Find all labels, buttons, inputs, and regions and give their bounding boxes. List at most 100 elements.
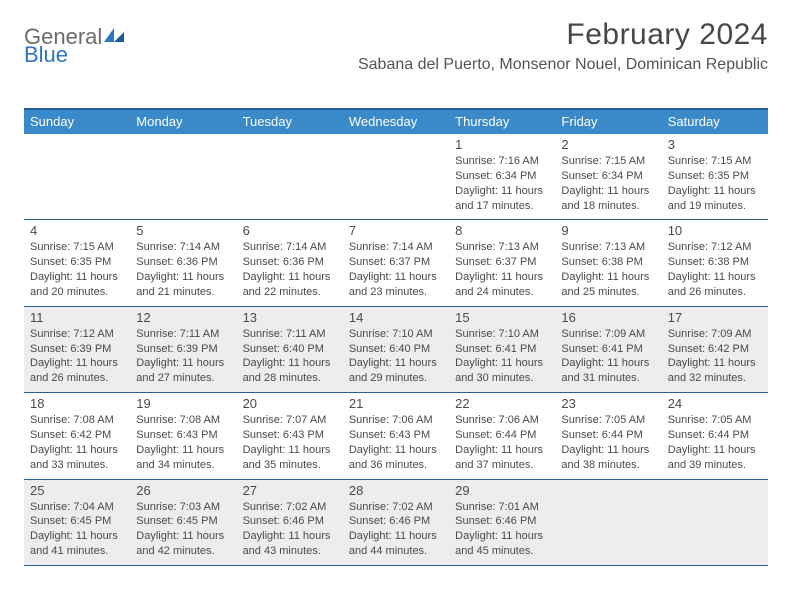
daylight-line-2: and 20 minutes.: [30, 285, 124, 300]
day-number: 20: [243, 396, 337, 411]
daylight-line-2: and 45 minutes.: [455, 544, 549, 559]
day-cell: 20Sunrise: 7:07 AMSunset: 6:43 PMDayligh…: [237, 393, 343, 478]
daylight-line-2: and 28 minutes.: [243, 371, 337, 386]
logo-mark-icon: [104, 24, 126, 50]
day-number: 9: [561, 223, 655, 238]
daylight-line-2: and 35 minutes.: [243, 458, 337, 473]
brand-part2: Blue: [24, 42, 68, 67]
daylight-line-2: and 24 minutes.: [455, 285, 549, 300]
daylight-line-2: and 25 minutes.: [561, 285, 655, 300]
daylight-line-1: Daylight: 11 hours: [136, 443, 230, 458]
daylight-line-1: Daylight: 11 hours: [349, 529, 443, 544]
sunset-line: Sunset: 6:36 PM: [136, 255, 230, 270]
sunset-line: Sunset: 6:46 PM: [455, 514, 549, 529]
empty-cell: [343, 134, 449, 219]
daylight-line-1: Daylight: 11 hours: [668, 184, 762, 199]
day-cell: 23Sunrise: 7:05 AMSunset: 6:44 PMDayligh…: [555, 393, 661, 478]
day-cell: 19Sunrise: 7:08 AMSunset: 6:43 PMDayligh…: [130, 393, 236, 478]
sunrise-line: Sunrise: 7:01 AM: [455, 500, 549, 515]
daylight-line-2: and 23 minutes.: [349, 285, 443, 300]
daylight-line-1: Daylight: 11 hours: [668, 356, 762, 371]
dow-tuesday: Tuesday: [237, 110, 343, 134]
day-cell: 16Sunrise: 7:09 AMSunset: 6:41 PMDayligh…: [555, 307, 661, 392]
daylight-line-1: Daylight: 11 hours: [30, 356, 124, 371]
daylight-line-2: and 33 minutes.: [30, 458, 124, 473]
day-number: 6: [243, 223, 337, 238]
daylight-line-1: Daylight: 11 hours: [455, 443, 549, 458]
day-number: 25: [30, 483, 124, 498]
sunset-line: Sunset: 6:42 PM: [668, 342, 762, 357]
day-number: 28: [349, 483, 443, 498]
sunset-line: Sunset: 6:37 PM: [349, 255, 443, 270]
day-number: 11: [30, 310, 124, 325]
daylight-line-1: Daylight: 11 hours: [561, 184, 655, 199]
day-cell: 27Sunrise: 7:02 AMSunset: 6:46 PMDayligh…: [237, 480, 343, 565]
sunset-line: Sunset: 6:45 PM: [30, 514, 124, 529]
sunset-line: Sunset: 6:34 PM: [561, 169, 655, 184]
day-number: 12: [136, 310, 230, 325]
sunset-line: Sunset: 6:41 PM: [455, 342, 549, 357]
sunset-line: Sunset: 6:35 PM: [30, 255, 124, 270]
daylight-line-2: and 21 minutes.: [136, 285, 230, 300]
sunrise-line: Sunrise: 7:14 AM: [243, 240, 337, 255]
sunset-line: Sunset: 6:39 PM: [30, 342, 124, 357]
daylight-line-2: and 19 minutes.: [668, 199, 762, 214]
day-number: 16: [561, 310, 655, 325]
day-number: 19: [136, 396, 230, 411]
day-number: 14: [349, 310, 443, 325]
day-number: 2: [561, 137, 655, 152]
sunrise-line: Sunrise: 7:08 AM: [30, 413, 124, 428]
day-number: 18: [30, 396, 124, 411]
sunset-line: Sunset: 6:39 PM: [136, 342, 230, 357]
empty-cell: [24, 134, 130, 219]
sunrise-line: Sunrise: 7:09 AM: [561, 327, 655, 342]
sunrise-line: Sunrise: 7:06 AM: [349, 413, 443, 428]
brand-part2-wrap: Blue: [24, 42, 68, 68]
daylight-line-2: and 26 minutes.: [30, 371, 124, 386]
title-block: February 2024 Sabana del Puerto, Monseno…: [358, 18, 768, 74]
daylight-line-2: and 39 minutes.: [668, 458, 762, 473]
daylight-line-1: Daylight: 11 hours: [243, 270, 337, 285]
daylight-line-1: Daylight: 11 hours: [668, 443, 762, 458]
sunrise-line: Sunrise: 7:16 AM: [455, 154, 549, 169]
daylight-line-2: and 27 minutes.: [136, 371, 230, 386]
daylight-line-1: Daylight: 11 hours: [455, 356, 549, 371]
daylight-line-2: and 34 minutes.: [136, 458, 230, 473]
day-number: 15: [455, 310, 549, 325]
empty-cell: [237, 134, 343, 219]
dow-thursday: Thursday: [449, 110, 555, 134]
dow-saturday: Saturday: [662, 110, 768, 134]
day-cell: 7Sunrise: 7:14 AMSunset: 6:37 PMDaylight…: [343, 220, 449, 305]
calendar: SundayMondayTuesdayWednesdayThursdayFrid…: [24, 108, 768, 566]
empty-cell: [130, 134, 236, 219]
sunset-line: Sunset: 6:43 PM: [136, 428, 230, 443]
header: General February 2024 Sabana del Puerto,…: [24, 18, 768, 74]
day-number: 24: [668, 396, 762, 411]
daylight-line-1: Daylight: 11 hours: [455, 184, 549, 199]
daylight-line-1: Daylight: 11 hours: [561, 356, 655, 371]
sunrise-line: Sunrise: 7:02 AM: [349, 500, 443, 515]
week-row: 25Sunrise: 7:04 AMSunset: 6:45 PMDayligh…: [24, 480, 768, 566]
sunset-line: Sunset: 6:43 PM: [349, 428, 443, 443]
day-cell: 5Sunrise: 7:14 AMSunset: 6:36 PMDaylight…: [130, 220, 236, 305]
sunset-line: Sunset: 6:37 PM: [455, 255, 549, 270]
day-cell: 11Sunrise: 7:12 AMSunset: 6:39 PMDayligh…: [24, 307, 130, 392]
sunrise-line: Sunrise: 7:02 AM: [243, 500, 337, 515]
daylight-line-2: and 32 minutes.: [668, 371, 762, 386]
day-cell: 8Sunrise: 7:13 AMSunset: 6:37 PMDaylight…: [449, 220, 555, 305]
day-number: 7: [349, 223, 443, 238]
sunset-line: Sunset: 6:35 PM: [668, 169, 762, 184]
sunset-line: Sunset: 6:45 PM: [136, 514, 230, 529]
sunrise-line: Sunrise: 7:11 AM: [243, 327, 337, 342]
day-cell: 24Sunrise: 7:05 AMSunset: 6:44 PMDayligh…: [662, 393, 768, 478]
day-number: 22: [455, 396, 549, 411]
daylight-line-1: Daylight: 11 hours: [349, 443, 443, 458]
sunset-line: Sunset: 6:36 PM: [243, 255, 337, 270]
sunset-line: Sunset: 6:40 PM: [243, 342, 337, 357]
day-number: 4: [30, 223, 124, 238]
daylight-line-2: and 42 minutes.: [136, 544, 230, 559]
daylight-line-1: Daylight: 11 hours: [136, 270, 230, 285]
month-title: February 2024: [358, 18, 768, 52]
day-cell: 21Sunrise: 7:06 AMSunset: 6:43 PMDayligh…: [343, 393, 449, 478]
day-cell: 29Sunrise: 7:01 AMSunset: 6:46 PMDayligh…: [449, 480, 555, 565]
